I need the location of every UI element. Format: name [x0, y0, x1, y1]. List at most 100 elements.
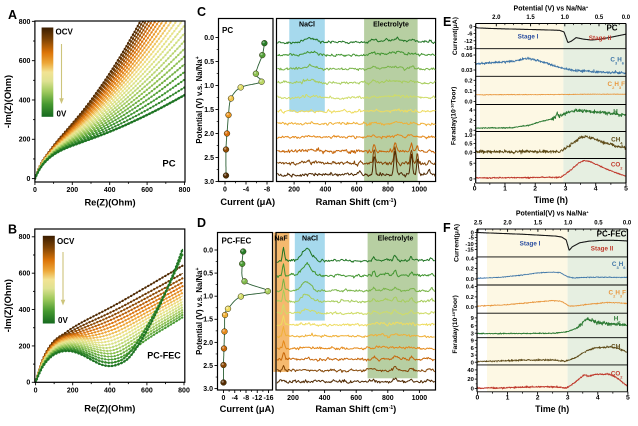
svg-text:F: F	[443, 221, 451, 235]
svg-text:-6: -6	[467, 32, 473, 38]
svg-text:2.5: 2.5	[474, 221, 483, 227]
svg-text:2.0: 2.0	[203, 340, 213, 347]
svg-text:2.5: 2.5	[204, 155, 214, 162]
svg-text:OCV: OCV	[56, 28, 74, 37]
svg-text:0: 0	[222, 395, 226, 402]
svg-text:NaCl: NaCl	[302, 236, 318, 243]
svg-text:4: 4	[594, 186, 598, 193]
svg-text:0.0: 0.0	[464, 100, 472, 106]
svg-text:1.5: 1.5	[203, 317, 213, 324]
svg-text:0.0: 0.0	[466, 277, 474, 283]
svg-text:0.5: 0.5	[204, 59, 214, 66]
svg-text:2: 2	[533, 186, 537, 193]
svg-text:3: 3	[471, 353, 475, 359]
svg-text:0: 0	[26, 176, 30, 183]
svg-text:2.0: 2.0	[492, 15, 501, 21]
svg-text:-10: -10	[465, 242, 473, 248]
svg-text:B: B	[8, 223, 17, 237]
svg-text:PC: PC	[162, 159, 175, 170]
svg-text:C3H6: C3H6	[612, 261, 626, 270]
svg-text:200: 200	[19, 137, 31, 144]
svg-text:800: 800	[19, 19, 31, 26]
svg-text:400: 400	[104, 388, 116, 395]
svg-text:Raman Shift (cm-1): Raman Shift (cm-1)	[315, 404, 396, 414]
svg-text:-8: -8	[264, 187, 270, 194]
svg-text:2.0: 2.0	[503, 221, 512, 227]
svg-text:Time (h): Time (h)	[534, 195, 568, 205]
svg-text:3: 3	[471, 331, 475, 337]
svg-text:0.1: 0.1	[464, 89, 473, 95]
svg-text:Current(μA): Current(μA)	[452, 17, 459, 55]
svg-text:1.0: 1.0	[564, 221, 573, 227]
svg-text:0.2: 0.2	[466, 267, 474, 273]
svg-text:800: 800	[179, 187, 191, 194]
svg-text:600: 600	[19, 271, 31, 278]
svg-text:1: 1	[503, 186, 507, 193]
svg-text:Stage I: Stage I	[518, 34, 539, 41]
svg-text:400: 400	[19, 97, 31, 104]
svg-text:CH4: CH4	[611, 344, 623, 353]
svg-text:600: 600	[141, 187, 153, 194]
svg-text:1.5: 1.5	[534, 221, 543, 227]
svg-text:3: 3	[564, 186, 568, 193]
svg-text:CH4: CH4	[611, 137, 623, 146]
svg-text:600: 600	[350, 395, 362, 402]
svg-text:1.5: 1.5	[204, 107, 214, 114]
svg-text:-Im(Z)(Ohm): -Im(Z)(Ohm)	[3, 75, 13, 128]
svg-text:200: 200	[288, 187, 300, 194]
svg-text:0: 0	[469, 25, 472, 31]
svg-text:-Im(Z)(Ohm): -Im(Z)(Ohm)	[3, 279, 13, 332]
svg-text:400: 400	[320, 187, 332, 194]
svg-text:20: 20	[467, 377, 473, 383]
svg-text:2: 2	[536, 395, 540, 402]
svg-text:9: 9	[471, 316, 475, 322]
svg-text:1.0: 1.0	[204, 83, 214, 90]
svg-text:Current(μA): Current(μA)	[453, 224, 460, 262]
svg-text:800: 800	[382, 395, 394, 402]
svg-text:Stage II: Stage II	[591, 246, 614, 253]
svg-text:0.2: 0.2	[464, 78, 472, 84]
svg-text:Electrolyte: Electrolyte	[373, 22, 409, 29]
svg-text:-4: -4	[232, 395, 238, 402]
svg-text:0: 0	[473, 186, 477, 193]
svg-text:0: 0	[34, 388, 38, 395]
svg-text:C: C	[197, 5, 206, 19]
svg-text:Potential (V) vs Na/Na+: Potential (V) vs Na/Na+	[514, 4, 589, 13]
svg-text:PC: PC	[222, 26, 233, 35]
svg-text:1000: 1000	[412, 187, 428, 194]
svg-text:2.5: 2.5	[203, 363, 213, 370]
svg-text:0.0: 0.0	[466, 305, 474, 311]
svg-text:0.5: 0.5	[595, 15, 604, 21]
svg-text:400: 400	[104, 187, 116, 194]
svg-text:0: 0	[476, 395, 480, 402]
svg-text:-5: -5	[469, 236, 475, 242]
svg-text:3.0: 3.0	[204, 179, 214, 186]
svg-text:0: 0	[33, 187, 37, 194]
svg-text:0: 0	[223, 187, 227, 194]
svg-text:Potential(V) vs Na/Na+: Potential(V) vs Na/Na+	[516, 209, 589, 218]
svg-text:PC: PC	[606, 24, 617, 33]
svg-text:1.5: 1.5	[526, 15, 535, 21]
svg-text:Electrolyte: Electrolyte	[378, 236, 414, 243]
svg-text:0.0: 0.0	[622, 15, 631, 21]
svg-text:OCV: OCV	[57, 237, 75, 246]
svg-text:0.4: 0.4	[466, 256, 475, 262]
svg-text:1.0: 1.0	[464, 133, 472, 139]
svg-text:-4: -4	[243, 187, 249, 194]
svg-text:H2: H2	[614, 316, 622, 325]
svg-text:NaCl: NaCl	[299, 22, 315, 29]
svg-text:D: D	[197, 216, 206, 230]
svg-text:C2H3F: C2H3F	[609, 290, 627, 299]
svg-text:Current (μA): Current (μA)	[220, 197, 275, 207]
svg-text:4: 4	[596, 395, 600, 402]
svg-text:0: 0	[469, 128, 472, 134]
svg-text:0V: 0V	[58, 316, 68, 325]
svg-text:0: 0	[469, 177, 472, 183]
svg-text:0: 0	[471, 360, 474, 366]
svg-text:1.0: 1.0	[561, 15, 570, 21]
svg-text:200: 200	[66, 187, 78, 194]
svg-text:0.5: 0.5	[464, 142, 473, 148]
svg-text:-15: -15	[465, 248, 474, 254]
svg-text:0.2: 0.2	[466, 295, 474, 301]
svg-text:E: E	[443, 15, 451, 29]
